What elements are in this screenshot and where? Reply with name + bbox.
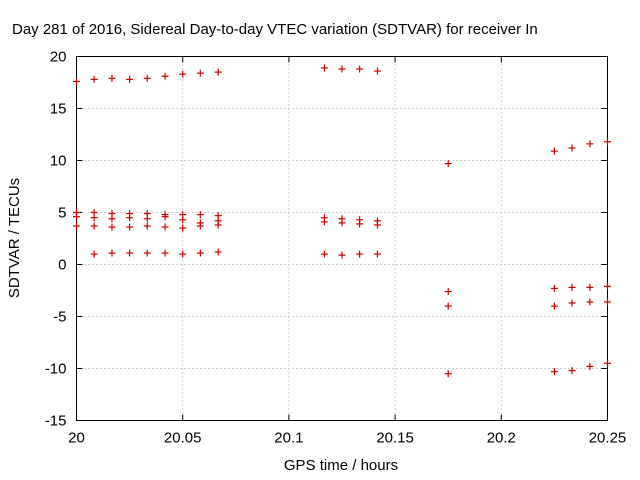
data-point (196, 69, 204, 77)
data-point (196, 249, 204, 257)
data-point (373, 67, 381, 75)
y-tick-label: 5 (58, 205, 66, 222)
y-tick-label: -5 (53, 309, 66, 326)
data-point (108, 215, 116, 223)
y-axis-label: SDTVAR / TECUs (6, 178, 23, 298)
data-point (550, 302, 558, 310)
data-point (320, 64, 328, 72)
x-tick-label: 20.2 (487, 430, 516, 447)
data-point (320, 250, 328, 258)
data-point (320, 218, 328, 226)
data-point (196, 211, 204, 219)
data-point (108, 249, 116, 257)
data-point (338, 65, 346, 73)
x-tick-label: 20.15 (376, 430, 414, 447)
data-point (90, 250, 98, 258)
data-point (338, 219, 346, 227)
data-point (604, 282, 611, 290)
data-point (550, 284, 558, 292)
data-point (604, 298, 611, 306)
data-point (586, 140, 594, 148)
tick-labels: 20 20.05 20.1 20.15 20.2 20.25 -15 -10 -5 0 5 10 15 2… (45, 49, 626, 447)
data-point (108, 74, 116, 82)
x-axis-label: GPS time / hours (284, 457, 398, 474)
plot-frame (76, 56, 608, 421)
data-point (143, 215, 151, 223)
data-point (338, 251, 346, 259)
data-point (444, 370, 452, 378)
y-tick-label: 15 (50, 101, 67, 118)
data-point (73, 213, 80, 221)
data-point (444, 160, 452, 168)
data-point (126, 223, 134, 231)
data-point (143, 222, 151, 230)
x-tick-label: 20 (68, 430, 85, 447)
y-tick-label: -10 (45, 361, 67, 378)
data-point (126, 75, 134, 83)
data-point (90, 222, 98, 230)
data-point (214, 248, 222, 256)
data-point (179, 250, 187, 258)
data-points (73, 64, 611, 378)
x-tick-label: 20.05 (164, 430, 202, 447)
data-point (214, 221, 222, 229)
data-point (550, 368, 558, 376)
data-point (90, 214, 98, 222)
data-point (586, 362, 594, 370)
data-point (568, 299, 576, 307)
data-point (568, 367, 576, 375)
data-point (586, 283, 594, 291)
data-point (196, 222, 204, 230)
y-tick-label: 10 (50, 153, 67, 170)
data-point (90, 75, 98, 83)
data-point (604, 138, 611, 146)
grid-lines (76, 56, 608, 421)
data-point (568, 283, 576, 291)
data-point (356, 65, 364, 73)
data-point (179, 224, 187, 232)
data-point (161, 223, 169, 231)
data-point (143, 74, 151, 82)
data-point (179, 216, 187, 224)
y-tick-label: 0 (58, 257, 66, 274)
data-point (108, 223, 116, 231)
data-point (373, 250, 381, 258)
data-point (356, 220, 364, 228)
x-tick-label: 20.25 (589, 430, 627, 447)
x-tick-label: 20.1 (274, 430, 303, 447)
data-point (444, 288, 452, 296)
data-point (179, 70, 187, 78)
y-tick-label: 20 (50, 49, 67, 66)
data-point (604, 359, 611, 367)
data-point (356, 250, 364, 258)
data-point (444, 302, 452, 310)
data-point (214, 68, 222, 76)
data-point (126, 249, 134, 257)
data-point (550, 147, 558, 155)
data-point (161, 213, 169, 221)
data-point (73, 222, 80, 230)
data-point (143, 249, 151, 257)
data-point (373, 221, 381, 229)
data-point (568, 144, 576, 152)
axis-ticks (76, 56, 608, 421)
data-point (161, 72, 169, 80)
data-point (586, 298, 594, 306)
data-point (126, 214, 134, 222)
y-tick-label: -15 (45, 413, 67, 430)
data-point (73, 77, 80, 85)
data-point (161, 249, 169, 257)
chart-title: Day 281 of 2016, Sidereal Day-to-day VTE… (12, 21, 538, 38)
